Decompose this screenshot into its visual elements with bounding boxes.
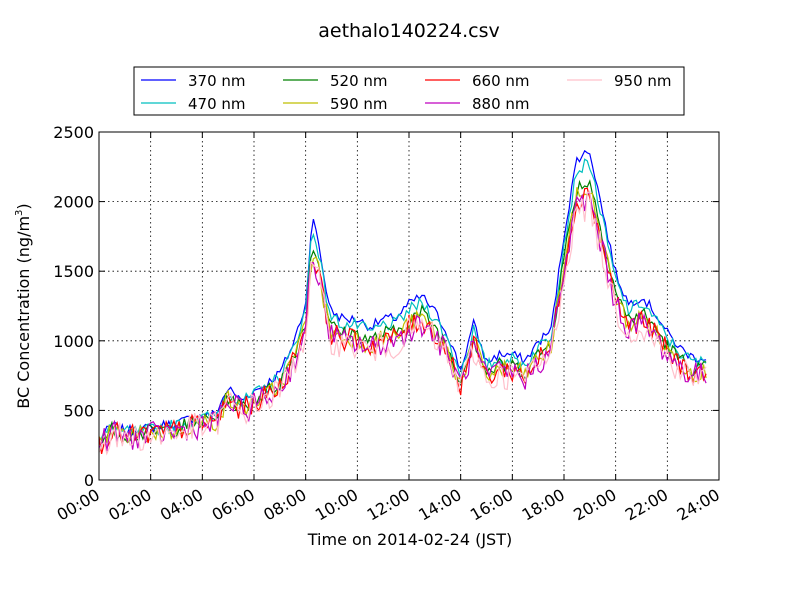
x-tick-label: 24:00 [674, 485, 723, 525]
x-tick-label: 14:00 [415, 485, 464, 525]
legend-label: 370 nm [188, 72, 246, 90]
x-tick-label: 18:00 [519, 485, 568, 525]
series-line-660-nm [98, 187, 707, 455]
series-line-950-nm [98, 189, 707, 456]
y-tick-label: 1000 [53, 332, 94, 351]
legend-box [133, 66, 685, 116]
axis-ticks [98, 131, 720, 481]
y-axis-title: BC Concentration (ng/m3) [14, 203, 33, 408]
x-tick-label: 22:00 [622, 485, 671, 525]
series-line-520-nm [98, 179, 707, 453]
plot-frame [98, 131, 720, 481]
y-tick-labels: 0 500 1000 1500 2000 2500 [53, 123, 94, 490]
x-tick-label: 12:00 [364, 485, 413, 525]
legend-label: 470 nm [188, 95, 246, 113]
x-axis-title: Time on 2014-02-24 (JST) [307, 530, 512, 549]
legend-label: 660 nm [472, 72, 530, 90]
x-tick-label: 04:00 [157, 485, 206, 525]
y-tick-label: 1500 [53, 262, 94, 281]
x-tick-label: 20:00 [570, 485, 619, 525]
series-line-590-nm [98, 187, 707, 444]
x-tick-label: 16:00 [467, 485, 516, 525]
x-tick-label: 10:00 [312, 485, 361, 525]
x-tick-label: 06:00 [209, 485, 258, 525]
legend-label: 590 nm [330, 95, 388, 113]
x-tick-label: 00:00 [54, 485, 103, 525]
x-tick-label: 08:00 [260, 485, 309, 525]
legend-label: 950 nm [614, 72, 672, 90]
series-line-880-nm [98, 192, 707, 452]
y-tick-label: 2500 [53, 123, 94, 142]
x-tick-label: 02:00 [105, 485, 154, 525]
series-lines [98, 149, 707, 456]
y-tick-label: 2000 [53, 193, 94, 212]
y-tick-label: 500 [63, 401, 94, 420]
series-line-370-nm [98, 149, 707, 440]
legend-label: 880 nm [472, 95, 530, 113]
legend: 370 nm 470 nm 520 nm 590 nm 660 nm 880 nm 950 … [133, 66, 685, 116]
chart-title: aethalo140224.csv [318, 20, 500, 42]
x-tick-labels: 00:00 02:00 04:00 06:00 08:00 10:00 12:00 14:00… [54, 485, 723, 525]
gridlines [99, 132, 719, 480]
y-tick-label: 0 [84, 471, 94, 490]
legend-label: 520 nm [330, 72, 388, 90]
